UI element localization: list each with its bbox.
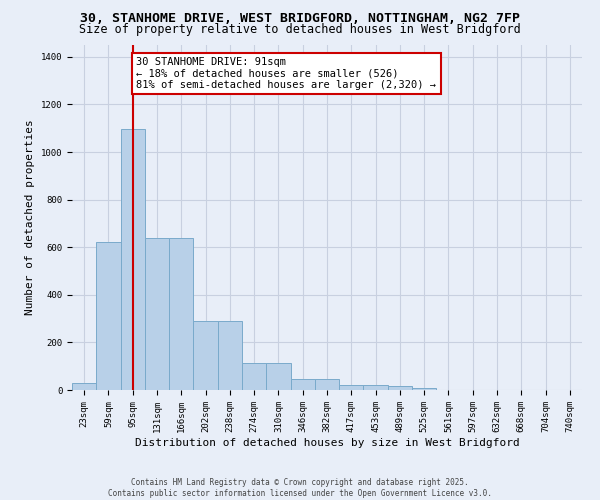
Bar [242,363,266,390]
Bar [388,386,412,390]
Bar [266,363,290,390]
X-axis label: Distribution of detached houses by size in West Bridgford: Distribution of detached houses by size … [134,438,520,448]
Bar [145,238,169,390]
Bar [290,380,315,390]
Bar [412,388,436,390]
Bar [169,238,193,390]
Y-axis label: Number of detached properties: Number of detached properties [25,120,35,316]
Text: Size of property relative to detached houses in West Bridgford: Size of property relative to detached ho… [79,22,521,36]
Bar [121,129,145,390]
Bar [72,384,96,390]
Text: Contains HM Land Registry data © Crown copyright and database right 2025.
Contai: Contains HM Land Registry data © Crown c… [108,478,492,498]
Bar [364,385,388,390]
Text: 30 STANHOME DRIVE: 91sqm
← 18% of detached houses are smaller (526)
81% of semi-: 30 STANHOME DRIVE: 91sqm ← 18% of detach… [136,57,436,90]
Bar [339,385,364,390]
Bar [96,242,121,390]
Text: 30, STANHOME DRIVE, WEST BRIDGFORD, NOTTINGHAM, NG2 7FP: 30, STANHOME DRIVE, WEST BRIDGFORD, NOTT… [80,12,520,26]
Bar [218,322,242,390]
Bar [193,322,218,390]
Bar [315,380,339,390]
